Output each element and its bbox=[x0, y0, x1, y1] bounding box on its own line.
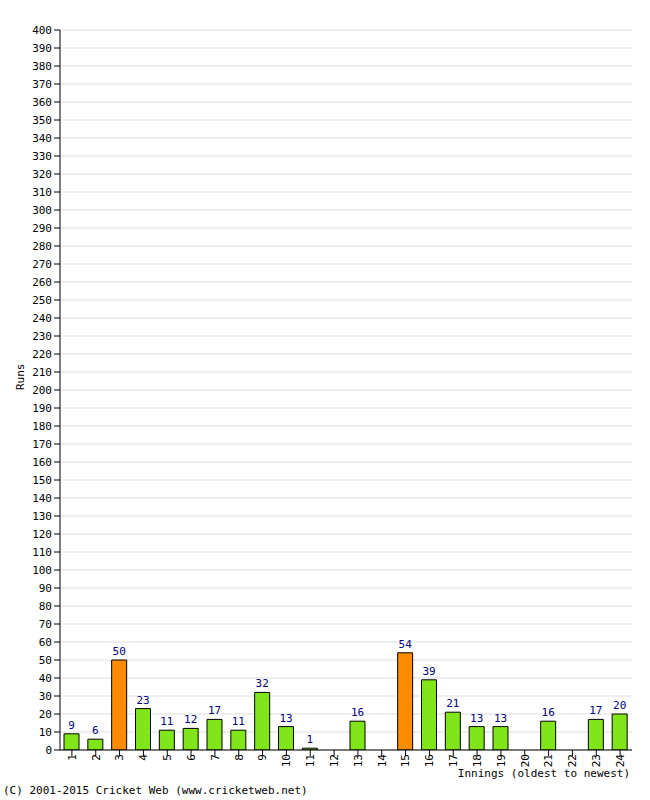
svg-text:380: 380 bbox=[32, 60, 52, 73]
html-text:Innings (oldest to newest): Innings (oldest to newest) bbox=[457, 767, 630, 780]
svg-text:13: 13 bbox=[470, 712, 483, 725]
svg-text:9: 9 bbox=[68, 719, 75, 732]
svg-text:320: 320 bbox=[32, 168, 52, 181]
svg-text:54: 54 bbox=[399, 638, 413, 651]
svg-text:120: 120 bbox=[32, 528, 52, 541]
svg-text:Runs: Runs bbox=[14, 364, 27, 391]
svg-text:22: 22 bbox=[566, 754, 579, 767]
svg-text:310: 310 bbox=[32, 186, 52, 199]
svg-text:300: 300 bbox=[32, 204, 52, 217]
svg-text:100: 100 bbox=[32, 564, 52, 577]
svg-text:230: 230 bbox=[32, 330, 52, 343]
svg-text:20: 20 bbox=[613, 699, 626, 712]
svg-text:7: 7 bbox=[209, 754, 222, 761]
svg-text:390: 390 bbox=[32, 42, 52, 55]
svg-text:1: 1 bbox=[307, 733, 314, 746]
svg-text:15: 15 bbox=[399, 754, 412, 767]
svg-text:21: 21 bbox=[542, 754, 555, 767]
svg-text:12: 12 bbox=[184, 713, 197, 726]
svg-text:16: 16 bbox=[423, 754, 436, 767]
svg-text:2: 2 bbox=[90, 754, 103, 761]
svg-text:13: 13 bbox=[279, 712, 292, 725]
svg-text:40: 40 bbox=[39, 672, 52, 685]
svg-text:21: 21 bbox=[446, 697, 459, 710]
svg-text:11: 11 bbox=[232, 715, 245, 728]
svg-text:11: 11 bbox=[160, 715, 173, 728]
svg-text:4: 4 bbox=[137, 754, 150, 761]
svg-text:190: 190 bbox=[32, 402, 52, 415]
svg-text:130: 130 bbox=[32, 510, 52, 523]
svg-text:370: 370 bbox=[32, 78, 52, 91]
svg-text:220: 220 bbox=[32, 348, 52, 361]
svg-text:70: 70 bbox=[39, 618, 52, 631]
svg-text:39: 39 bbox=[422, 665, 435, 678]
svg-text:170: 170 bbox=[32, 438, 52, 451]
svg-text:260: 260 bbox=[32, 276, 52, 289]
svg-text:12: 12 bbox=[328, 754, 341, 767]
svg-text:290: 290 bbox=[32, 222, 52, 235]
svg-text:30: 30 bbox=[39, 690, 52, 703]
svg-text:6: 6 bbox=[92, 724, 99, 737]
svg-text:10: 10 bbox=[280, 754, 293, 767]
svg-text:110: 110 bbox=[32, 546, 52, 559]
svg-text:270: 270 bbox=[32, 258, 52, 271]
svg-text:14: 14 bbox=[376, 754, 389, 768]
svg-text:280: 280 bbox=[32, 240, 52, 253]
svg-text:20: 20 bbox=[39, 708, 52, 721]
svg-text:1: 1 bbox=[66, 754, 79, 761]
svg-text:5: 5 bbox=[161, 754, 174, 761]
svg-text:330: 330 bbox=[32, 150, 52, 163]
svg-text:80: 80 bbox=[39, 600, 52, 613]
svg-text:18: 18 bbox=[471, 754, 484, 767]
svg-text:3: 3 bbox=[113, 754, 126, 761]
svg-text:19: 19 bbox=[495, 754, 508, 767]
svg-text:16: 16 bbox=[542, 706, 555, 719]
svg-text:350: 350 bbox=[32, 114, 52, 127]
svg-text:9: 9 bbox=[256, 754, 269, 761]
svg-text:180: 180 bbox=[32, 420, 52, 433]
svg-text:0: 0 bbox=[45, 744, 52, 757]
svg-text:210: 210 bbox=[32, 366, 52, 379]
svg-text:200: 200 bbox=[32, 384, 52, 397]
svg-text:340: 340 bbox=[32, 132, 52, 145]
svg-text:250: 250 bbox=[32, 294, 52, 307]
svg-text:17: 17 bbox=[589, 704, 602, 717]
svg-text:50: 50 bbox=[113, 645, 126, 658]
svg-text:17: 17 bbox=[208, 704, 221, 717]
svg-text:10: 10 bbox=[39, 726, 52, 739]
svg-text:20: 20 bbox=[519, 754, 532, 767]
svg-text:23: 23 bbox=[590, 754, 603, 767]
svg-text:240: 240 bbox=[32, 312, 52, 325]
svg-text:13: 13 bbox=[352, 754, 365, 767]
svg-text:17: 17 bbox=[447, 754, 460, 767]
svg-text:400: 400 bbox=[32, 24, 52, 37]
svg-text:13: 13 bbox=[494, 712, 507, 725]
svg-text:11: 11 bbox=[304, 754, 317, 767]
svg-text:90: 90 bbox=[39, 582, 52, 595]
html-text:(C) 2001-2015 Cricket Web (www: (C) 2001-2015 Cricket Web (www.cricketwe… bbox=[3, 784, 308, 797]
svg-text:32: 32 bbox=[256, 677, 269, 690]
svg-text:140: 140 bbox=[32, 492, 52, 505]
svg-text:23: 23 bbox=[136, 694, 149, 707]
svg-text:6: 6 bbox=[185, 754, 198, 761]
svg-text:60: 60 bbox=[39, 636, 52, 649]
svg-text:24: 24 bbox=[614, 754, 627, 768]
svg-text:150: 150 bbox=[32, 474, 52, 487]
svg-text:50: 50 bbox=[39, 654, 52, 667]
svg-text:8: 8 bbox=[233, 754, 246, 761]
svg-text:16: 16 bbox=[351, 706, 364, 719]
svg-text:160: 160 bbox=[32, 456, 52, 469]
svg-text:360: 360 bbox=[32, 96, 52, 109]
